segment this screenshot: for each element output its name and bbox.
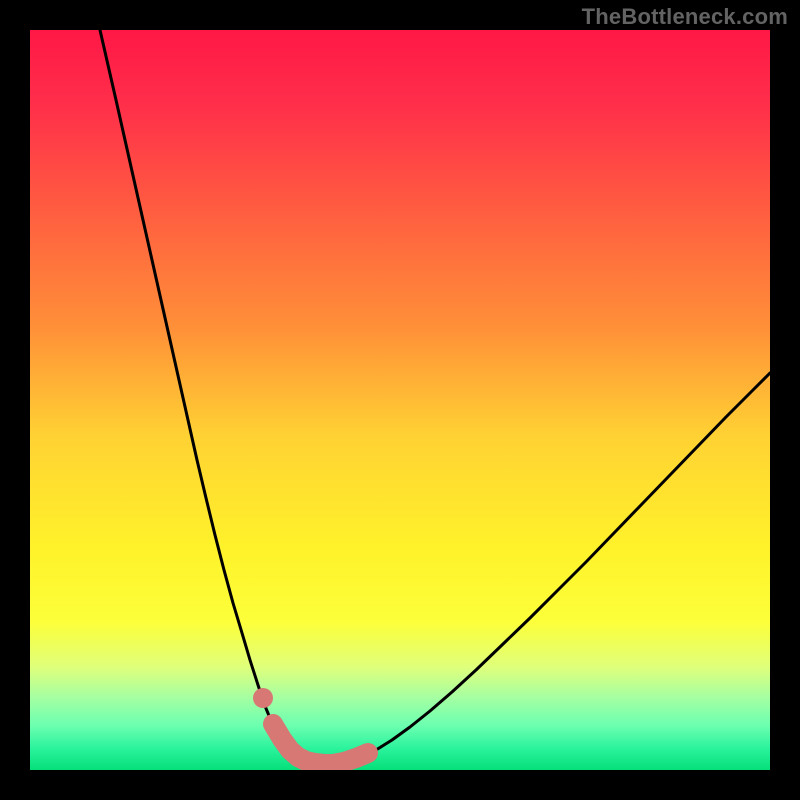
bottleneck-curve — [100, 30, 770, 764]
marker-dot — [253, 688, 273, 708]
curve-layer — [30, 30, 770, 770]
highlight-segment — [273, 724, 368, 764]
chart-container: TheBottleneck.com — [0, 0, 800, 800]
watermark-text: TheBottleneck.com — [582, 4, 788, 30]
plot-area — [30, 30, 770, 770]
